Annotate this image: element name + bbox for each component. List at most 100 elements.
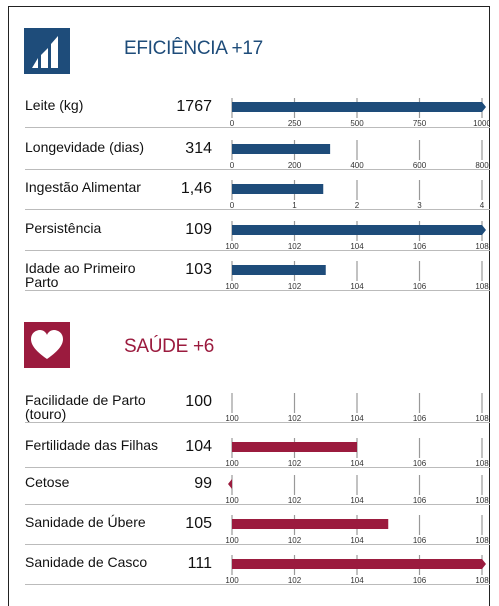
metric-value: 1,46 [180, 180, 212, 197]
tick-label: 100 [225, 459, 239, 468]
tick-label: 108 [475, 536, 489, 545]
tick-label: 104 [350, 496, 364, 505]
metric-value: 1767 [176, 98, 212, 115]
tick-label: 104 [350, 536, 364, 545]
tick-label: 250 [288, 119, 302, 128]
metric-row: Sanidade de Úbere 105 100 102 104 106 108 [25, 515, 490, 553]
overflow-arrow [482, 225, 486, 235]
bar [232, 442, 357, 452]
row-separator [25, 290, 490, 291]
tick-label: 106 [413, 536, 427, 545]
overflow-arrow [482, 559, 486, 569]
underflow-arrow [228, 479, 232, 489]
tick-label: 200 [288, 161, 302, 170]
tick-label: 4 [480, 201, 485, 210]
tick-label: 108 [475, 459, 489, 468]
mini-bar-chart: 0 250 500 750 1000 [230, 98, 490, 128]
metric-value: 103 [185, 261, 212, 278]
bar [232, 184, 324, 194]
tick-label: 102 [288, 496, 302, 505]
tick-label: 800 [475, 161, 489, 170]
tick-label: 400 [350, 161, 364, 170]
metric-value: 314 [185, 140, 212, 157]
tick-label: 500 [350, 119, 364, 128]
metric-label: Cetose [25, 474, 70, 490]
tick-label: 106 [413, 576, 427, 585]
mini-bar-chart: 100 102 104 106 108 [225, 555, 489, 585]
tick-label: 1 [292, 201, 297, 210]
tick-label: 102 [288, 459, 302, 468]
tick-label: 108 [475, 242, 489, 251]
tick-label: 106 [413, 459, 427, 468]
tick-label: 104 [350, 414, 364, 423]
metric-label: Facilidade de Parto (touro) [25, 392, 146, 422]
tick-label: 0 [230, 201, 235, 210]
metric-row: Facilidade de Parto (touro) 100 100 102 104 1… [25, 393, 490, 431]
metric-row: Sanidade de Casco 111 100 102 104 106 108 [25, 555, 490, 593]
row-separator [25, 209, 490, 210]
tick-label: 104 [350, 242, 364, 251]
tick-label: 102 [288, 242, 302, 251]
mini-bar-chart: 0 1 2 3 4 [230, 180, 485, 210]
tick-label: 106 [413, 242, 427, 251]
tick-label: 1000 [473, 119, 490, 128]
tick-label: 104 [350, 459, 364, 468]
tick-label: 0 [230, 119, 235, 128]
row-separator [25, 467, 490, 468]
metric-value: 111 [187, 555, 212, 572]
tick-label: 600 [413, 161, 427, 170]
tick-label: 102 [288, 576, 302, 585]
tick-label: 100 [225, 242, 239, 251]
tick-label: 102 [288, 282, 302, 291]
metric-label: Fertilidade das Filhas [25, 437, 159, 453]
tick-label: 100 [225, 576, 239, 585]
metric-row: Longevidade (dias) 314 0 200 400 600 800 [25, 140, 490, 178]
metric-label: Sanidade de Casco [25, 554, 148, 570]
tick-label: 100 [225, 414, 239, 423]
row-separator [25, 169, 490, 170]
bar [232, 102, 482, 112]
metric-value: 104 [185, 438, 212, 455]
metric-row: Idade ao Primeiro Parto 103 100 102 104 106 10… [25, 261, 490, 299]
mini-bar-chart: 100 102 104 106 108 [225, 221, 489, 251]
metric-value: 105 [185, 515, 212, 532]
tick-label: 100 [225, 282, 239, 291]
tick-label: 106 [413, 496, 427, 505]
row-separator [25, 544, 490, 545]
metric-label: Idade ao Primeiro Parto [25, 260, 136, 290]
metric-row: Cetose 99 100 102 104 106 108 [25, 475, 490, 513]
tick-label: 108 [475, 496, 489, 505]
metric-value: 109 [185, 221, 212, 238]
bar [232, 144, 331, 154]
tick-label: 2 [355, 201, 360, 210]
tick-label: 106 [413, 414, 427, 423]
tick-label: 100 [225, 496, 239, 505]
tick-label: 108 [475, 282, 489, 291]
metric-row: Leite (kg) 1767 0 250 500 750 1000 [25, 98, 490, 136]
tick-label: 100 [225, 536, 239, 545]
metric-label: Leite (kg) [25, 97, 84, 113]
bar [232, 265, 326, 275]
tick-label: 3 [417, 201, 422, 210]
health-icon [24, 322, 70, 368]
mini-bar-chart: 100 102 104 106 108 [225, 515, 489, 545]
efficiency-icon [24, 28, 70, 74]
tick-label: 0 [230, 161, 235, 170]
mini-bar-chart: 0 200 400 600 800 [230, 140, 489, 170]
tick-label: 108 [475, 576, 489, 585]
metric-row: Ingestão Alimentar 1,46 0 1 2 3 4 [25, 180, 490, 218]
tick-label: 108 [475, 414, 489, 423]
metric-value: 99 [194, 475, 212, 492]
bar [232, 559, 482, 569]
tick-label: 750 [413, 119, 427, 128]
metric-label: Longevidade (dias) [25, 139, 145, 155]
row-separator [25, 584, 490, 585]
mini-bar-chart: 100 102 104 106 108 [225, 261, 489, 291]
metric-label: Persistência [25, 220, 102, 236]
mini-bar-chart: 100 102 104 106 108 [225, 475, 489, 505]
tick-label: 106 [413, 282, 427, 291]
bar [232, 225, 482, 235]
section-title: SAÚDE +6 [124, 336, 215, 357]
overflow-arrow [482, 102, 486, 112]
row-separator [25, 127, 490, 128]
